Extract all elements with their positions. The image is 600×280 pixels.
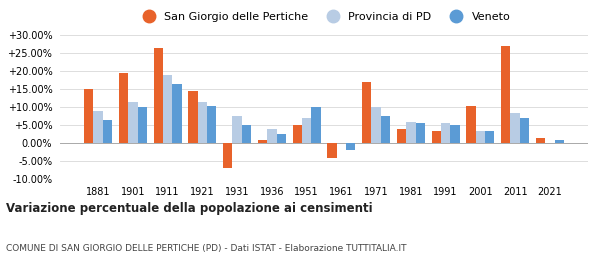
Bar bbox=[94, 111, 103, 143]
Bar bbox=[119, 73, 128, 143]
Bar bbox=[103, 120, 112, 143]
Bar bbox=[476, 131, 485, 143]
Bar bbox=[554, 140, 564, 143]
Bar bbox=[511, 113, 520, 143]
Bar bbox=[362, 82, 371, 143]
Bar bbox=[84, 89, 94, 143]
Bar bbox=[520, 118, 529, 143]
Bar bbox=[381, 116, 390, 143]
Bar bbox=[223, 143, 232, 168]
Bar bbox=[466, 106, 476, 143]
Bar bbox=[154, 48, 163, 143]
Bar bbox=[128, 102, 137, 143]
Bar bbox=[163, 75, 172, 143]
Bar bbox=[258, 140, 267, 143]
Bar bbox=[242, 125, 251, 143]
Bar bbox=[293, 125, 302, 143]
Bar bbox=[346, 143, 355, 150]
Bar bbox=[267, 129, 277, 143]
Bar bbox=[406, 122, 416, 143]
Bar bbox=[371, 107, 381, 143]
Text: Variazione percentuale della popolazione ai censimenti: Variazione percentuale della popolazione… bbox=[6, 202, 373, 214]
Legend: San Giorgio delle Pertiche, Provincia di PD, Veneto: San Giorgio delle Pertiche, Provincia di… bbox=[133, 7, 515, 26]
Bar bbox=[311, 107, 320, 143]
Bar bbox=[441, 123, 451, 143]
Bar bbox=[397, 129, 406, 143]
Text: COMUNE DI SAN GIORGIO DELLE PERTICHE (PD) - Dati ISTAT - Elaborazione TUTTITALIA: COMUNE DI SAN GIORGIO DELLE PERTICHE (PD… bbox=[6, 244, 407, 253]
Bar bbox=[188, 91, 197, 143]
Bar bbox=[137, 107, 147, 143]
Bar bbox=[232, 116, 242, 143]
Bar bbox=[451, 125, 460, 143]
Bar bbox=[207, 106, 217, 143]
Bar bbox=[416, 123, 425, 143]
Bar bbox=[328, 143, 337, 158]
Bar bbox=[431, 131, 441, 143]
Bar bbox=[277, 134, 286, 143]
Bar bbox=[172, 84, 182, 143]
Bar bbox=[197, 102, 207, 143]
Bar bbox=[485, 131, 494, 143]
Bar bbox=[302, 118, 311, 143]
Bar bbox=[501, 46, 511, 143]
Bar bbox=[536, 138, 545, 143]
